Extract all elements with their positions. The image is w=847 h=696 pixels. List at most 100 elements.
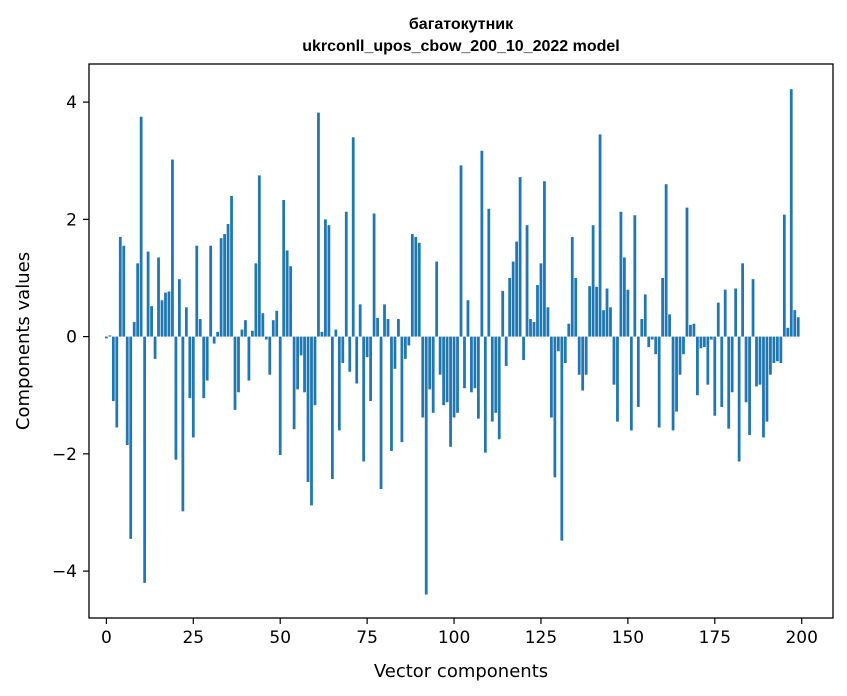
bar-191 (769, 336, 772, 375)
bar-148 (619, 211, 623, 337)
bar-95 (435, 261, 439, 337)
bar-138 (584, 336, 588, 375)
bar-27 (198, 319, 202, 337)
bar-96 (438, 336, 442, 375)
y-tick-label: −2 (52, 445, 77, 465)
bar-123 (532, 321, 536, 337)
bar-29 (205, 336, 209, 381)
bar-67 (337, 336, 341, 431)
bar-114 (501, 290, 505, 337)
bar-193 (775, 336, 779, 362)
bar-129 (553, 336, 557, 478)
bar-158 (654, 336, 658, 355)
bar-170 (696, 336, 699, 396)
bar-59 (310, 336, 313, 506)
bar-94 (431, 336, 435, 413)
bar-16 (160, 300, 164, 337)
bar-11 (143, 336, 147, 583)
bar-3 (115, 336, 119, 428)
bar-160 (661, 277, 665, 337)
bar-172 (702, 336, 706, 348)
bar-8 (132, 321, 136, 337)
bar-190 (765, 336, 769, 422)
bar-135 (574, 277, 578, 337)
bar-142 (598, 134, 602, 337)
bar-179 (727, 336, 731, 429)
x-tick-label: 125 (525, 628, 557, 648)
bar-144 (605, 288, 609, 337)
bar-77 (372, 213, 376, 337)
bar-50 (278, 336, 282, 456)
bar-153 (636, 336, 640, 407)
bar-51 (282, 200, 286, 337)
bar-98 (445, 336, 449, 403)
bar-185 (748, 336, 751, 436)
chart-subtitle: ukrconll_upos_cbow_200_10_2022 model (302, 38, 619, 55)
bar-156 (647, 336, 651, 348)
bar-99 (449, 336, 452, 447)
bar-181 (734, 288, 738, 337)
bar-184 (744, 336, 748, 403)
bar-70 (348, 336, 352, 372)
bar-76 (369, 336, 372, 402)
bar-55 (296, 336, 299, 390)
bar-180 (730, 336, 734, 393)
bar-62 (320, 331, 324, 337)
bar-192 (772, 336, 776, 363)
bar-42 (251, 330, 254, 337)
bar-44 (257, 175, 261, 337)
bar-162 (668, 314, 671, 337)
bar-15 (157, 257, 160, 337)
bar-21 (178, 279, 181, 337)
bar-151 (629, 336, 633, 431)
x-tick-label: 200 (785, 628, 817, 648)
bar-32 (216, 331, 220, 337)
bar-1 (108, 335, 112, 337)
bar-91 (421, 336, 425, 418)
bar-64 (327, 225, 331, 337)
bar-165 (678, 336, 682, 375)
bar-61 (317, 112, 320, 337)
bar-101 (456, 336, 459, 413)
bar-175 (713, 336, 717, 416)
bar-7 (129, 336, 133, 539)
bar-69 (344, 211, 348, 337)
bar-10 (139, 116, 143, 337)
bar-100 (452, 336, 456, 418)
bar-97 (442, 336, 446, 406)
bar-140 (591, 225, 595, 337)
bar-93 (428, 336, 432, 390)
bar-155 (643, 294, 647, 337)
bar-89 (414, 236, 418, 337)
bar-41 (247, 336, 251, 381)
bar-14 (153, 336, 157, 359)
bar-115 (504, 336, 508, 366)
x-tick-label: 75 (356, 628, 378, 648)
x-axis-ticks: 0 25 50 75 100 125 150 175 200 (101, 618, 818, 648)
bar-83 (393, 336, 397, 369)
bar-35 (226, 224, 230, 337)
bar-128 (550, 336, 553, 418)
bar-199 (796, 317, 800, 337)
bar-139 (588, 286, 592, 337)
bar-189 (762, 336, 765, 438)
bar-198 (793, 310, 797, 337)
y-axis-label: Components values (13, 252, 34, 430)
bar-57 (303, 336, 306, 393)
bar-103 (463, 336, 466, 389)
bar-150 (626, 289, 630, 337)
bar-159 (657, 336, 661, 428)
bar-68 (341, 336, 345, 363)
bar-152 (633, 215, 637, 337)
bar-188 (758, 336, 762, 385)
bar-36 (230, 195, 233, 337)
bar-2 (111, 336, 115, 402)
bar-186 (751, 279, 755, 337)
bar-195 (782, 214, 786, 337)
bar-88 (410, 234, 414, 337)
bar-22 (181, 336, 185, 512)
bar-86 (403, 336, 407, 359)
bar-187 (755, 336, 758, 387)
bar-54 (292, 336, 296, 430)
bar-31 (212, 336, 216, 344)
